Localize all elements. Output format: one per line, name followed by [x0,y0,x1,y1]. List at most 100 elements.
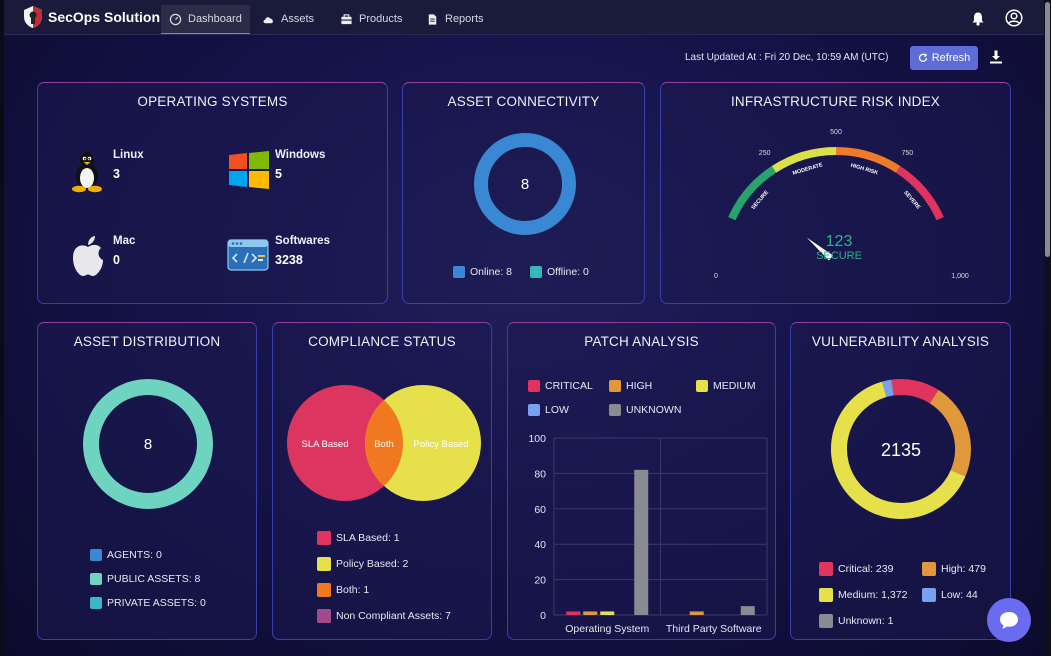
y-tick-label-100: 100 [528,433,546,445]
windows-icon [229,151,269,189]
asset-connectivity-card: ASSET CONNECTIVITY 8 Online: 8 Offline: … [402,82,645,304]
both-legend-label: Both: 1 [336,584,370,596]
app-name: SecOps Solution [48,9,161,25]
gauge-band-label-moderate: MODERATE [792,162,824,177]
bar-operating-system-unknown[interactable] [634,469,649,615]
legend-unknown[interactable]: UNKNOWN [609,404,681,416]
asset-distribution-card: ASSET DISTRIBUTION 8 AGENTS: 0 PUBLIC AS… [37,322,257,640]
unknown-swatch [609,404,621,416]
legend-both[interactable]: Both: 1 [317,583,369,597]
scrollbar-thumb[interactable] [1045,2,1050,257]
vuln-high-swatch [922,562,936,576]
legend-public-assets[interactable]: PUBLIC ASSETS: 8 [90,573,200,585]
policy-legend-label: Policy Based: 2 [336,558,409,570]
venn-sla-label: SLA Based [301,439,348,450]
code-window-icon [227,239,269,271]
legend-high[interactable]: HIGH [609,380,652,392]
risk-index-card: INFRASTRUCTURE RISK INDEX SECURE MODERATE… [660,82,1011,304]
vulnerability-analysis-card: VULNERABILITY ANALYSIS 2135 Critical: 23… [790,322,1011,640]
vuln-slice-high[interactable] [929,389,971,477]
high-swatch [609,380,621,392]
compliance-status-card: COMPLIANCE STATUS SLA Based Both Policy … [272,322,492,640]
compliance-venn: SLA Based Both Policy Based [287,385,481,501]
legend-vuln-unknown[interactable]: Unknown: 1 [819,614,893,628]
legend-private-assets[interactable]: PRIVATE ASSETS: 0 [90,597,206,609]
vuln-critical-swatch [819,562,833,576]
gauge-band-high-risk [835,147,901,173]
gauge-tick-1-000: 1,000 [951,273,969,280]
bar-operating-system-medium[interactable] [600,611,615,615]
brand[interactable]: SecOps Solution [22,5,160,29]
non-compliant-legend-label: Non Compliant Assets: 7 [336,610,451,622]
both-swatch [317,583,331,597]
bell-icon[interactable] [971,11,985,26]
linux-label: Linux [113,149,144,161]
private-assets-swatch [90,597,102,609]
x-tick-label-operating-system: Operating System [565,623,649,635]
risk-gauge: SECURE MODERATE HIGH RISK SEVERE 0 250 500 750… [714,129,969,280]
nav-dashboard[interactable]: Dashboard [161,5,250,34]
vuln-low-swatch [922,588,936,602]
gauge-tick-0: 0 [714,273,718,280]
bar-third-party-software-high[interactable] [689,611,704,615]
gauge-band-label-secure: SECURE [751,189,771,211]
chat-button[interactable] [987,598,1031,642]
nav-dashboard-label: Dashboard [188,13,242,25]
chat-bubble-icon [1000,612,1018,629]
venn-both-label: Both [374,439,394,450]
bar-operating-system-critical[interactable] [566,611,581,615]
online-swatch [453,266,465,278]
legend-sla-based[interactable]: SLA Based: 1 [317,531,400,545]
legend-vuln-high[interactable]: High: 479 [922,562,986,576]
refresh-button[interactable]: Refresh [910,46,978,70]
public-assets-swatch [90,573,102,585]
softwares-label: Softwares [275,235,330,247]
legend-vuln-low[interactable]: Low: 44 [922,588,978,602]
policy-swatch [317,557,331,571]
vuln-slice-medium[interactable] [831,381,966,519]
legend-online[interactable]: Online: 8 [453,266,512,278]
legend-non-compliant[interactable]: Non Compliant Assets: 7 [317,609,451,623]
mac-label: Mac [113,235,136,247]
bar-operating-system-high[interactable] [583,611,598,615]
distribution-total: 8 [144,436,152,453]
legend-medium[interactable]: MEDIUM [696,380,756,392]
legend-agents[interactable]: AGENTS: 0 [90,549,162,561]
high-legend-label: HIGH [626,380,653,392]
nav-reports[interactable]: Reports [418,5,492,33]
gauge-band-label-severe: SEVERE [902,190,921,211]
legend-offline[interactable]: Offline: 0 [530,266,589,278]
refresh-label: Refresh [931,52,971,64]
document-icon [428,13,437,25]
nav-assets[interactable]: Assets [254,5,322,33]
y-tick-label-40: 40 [534,539,546,551]
public-assets-label: PUBLIC ASSETS: 8 [107,573,201,585]
vuln-slice-low[interactable] [882,379,894,398]
gauge-needle [806,237,834,261]
legend-vuln-critical[interactable]: Critical: 239 [819,562,893,576]
bar-third-party-software-unknown[interactable] [740,606,755,615]
legend-low[interactable]: LOW [528,404,569,416]
vuln-slice-critical[interactable] [891,379,939,404]
download-icon[interactable] [988,49,1004,65]
legend-critical[interactable]: CRITICAL [528,380,593,392]
medium-swatch [696,380,708,392]
nav-products[interactable]: Products [332,5,410,33]
legend-policy-based[interactable]: Policy Based: 2 [317,557,408,571]
gauge-tick-750: 750 [902,150,914,157]
vuln-unknown-swatch [819,614,833,628]
windows-label: Windows [275,149,326,161]
offline-label: Offline: 0 [547,266,589,278]
page-scrollbar[interactable] [1044,0,1051,656]
user-avatar-icon[interactable] [1005,9,1023,27]
linux-count: 3 [113,167,120,181]
legend-vuln-medium[interactable]: Medium: 1,372 [819,588,907,602]
vulnerability-donut: 2135 [831,379,971,519]
linux-icon [72,152,102,193]
y-tick-label-80: 80 [534,468,546,480]
sla-swatch [317,531,331,545]
operating-systems-card: OPERATING SYSTEMS Linux 3 Windows 5 Mac … [37,82,388,304]
y-tick-label-20: 20 [534,575,546,587]
shield-logo-icon [24,6,42,28]
venn-policy-label: Policy Based [414,439,469,450]
